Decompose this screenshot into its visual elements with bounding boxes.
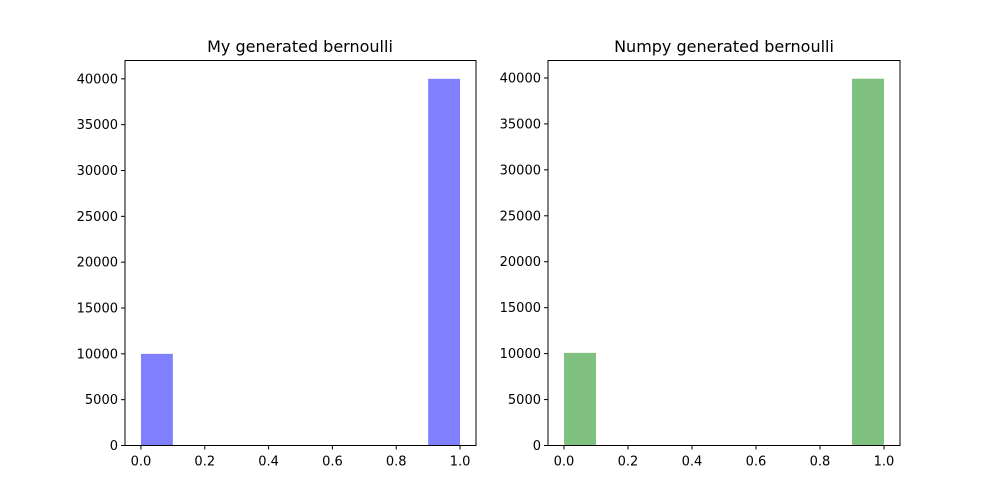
x-tick-label: 1.0 bbox=[874, 455, 895, 470]
subplot-right: Numpy generated bernoulli 0 5000 10000 1500… bbox=[500, 37, 901, 470]
x-tick-label: 0.2 bbox=[194, 455, 215, 470]
histogram-bar bbox=[564, 352, 596, 446]
bars-group bbox=[564, 78, 884, 446]
chart-title: My generated bernoulli bbox=[207, 37, 393, 56]
histogram-bar bbox=[852, 78, 884, 446]
x-axis: 0.0 0.2 0.4 0.6 0.8 1.0 bbox=[131, 445, 471, 470]
y-tick-label: 30000 bbox=[500, 163, 541, 178]
y-tick-label: 10000 bbox=[500, 347, 541, 362]
y-tick-label: 40000 bbox=[500, 71, 541, 86]
chart-title: Numpy generated bernoulli bbox=[614, 37, 834, 56]
y-tick-label: 30000 bbox=[77, 164, 118, 179]
bars-group bbox=[140, 78, 461, 446]
x-tick-label: 0.2 bbox=[618, 455, 639, 470]
x-tick-label: 0.0 bbox=[131, 455, 152, 470]
y-axis: 0 5000 10000 15000 20000 25000 30000 35000 40000 bbox=[500, 71, 548, 454]
x-tick-label: 1.0 bbox=[450, 455, 471, 470]
x-tick-label: 0.4 bbox=[682, 455, 703, 470]
x-tick-label: 0.8 bbox=[386, 455, 407, 470]
y-tick-label: 15000 bbox=[500, 301, 541, 316]
y-tick-label: 25000 bbox=[500, 209, 541, 224]
y-tick-label: 5000 bbox=[85, 393, 118, 408]
x-tick-label: 0.8 bbox=[810, 455, 831, 470]
x-tick-label: 0.6 bbox=[322, 455, 343, 470]
y-tick-label: 0 bbox=[110, 439, 118, 454]
y-tick-label: 5000 bbox=[508, 393, 541, 408]
y-tick-label: 35000 bbox=[500, 117, 541, 132]
y-tick-label: 0 bbox=[533, 439, 541, 454]
histogram-bar bbox=[428, 78, 461, 446]
y-tick-label: 40000 bbox=[77, 72, 118, 87]
x-axis: 0.0 0.2 0.4 0.6 0.8 1.0 bbox=[554, 445, 895, 470]
histogram-bar bbox=[140, 353, 173, 446]
y-tick-label: 25000 bbox=[77, 210, 118, 225]
subplot-left: My generated bernoulli 0 5000 10000 15000 20… bbox=[77, 37, 477, 470]
y-axis: 0 5000 10000 15000 20000 25000 30000 35000 40000 bbox=[77, 72, 125, 454]
x-tick-label: 0.0 bbox=[554, 455, 575, 470]
y-tick-label: 20000 bbox=[500, 255, 541, 270]
y-tick-label: 15000 bbox=[77, 302, 118, 317]
y-tick-label: 10000 bbox=[77, 347, 118, 362]
y-tick-label: 35000 bbox=[77, 118, 118, 133]
axes-frame bbox=[547, 60, 901, 446]
x-tick-label: 0.6 bbox=[746, 455, 767, 470]
y-tick-label: 20000 bbox=[77, 256, 118, 271]
axes-frame bbox=[124, 60, 477, 446]
x-tick-label: 0.4 bbox=[258, 455, 279, 470]
